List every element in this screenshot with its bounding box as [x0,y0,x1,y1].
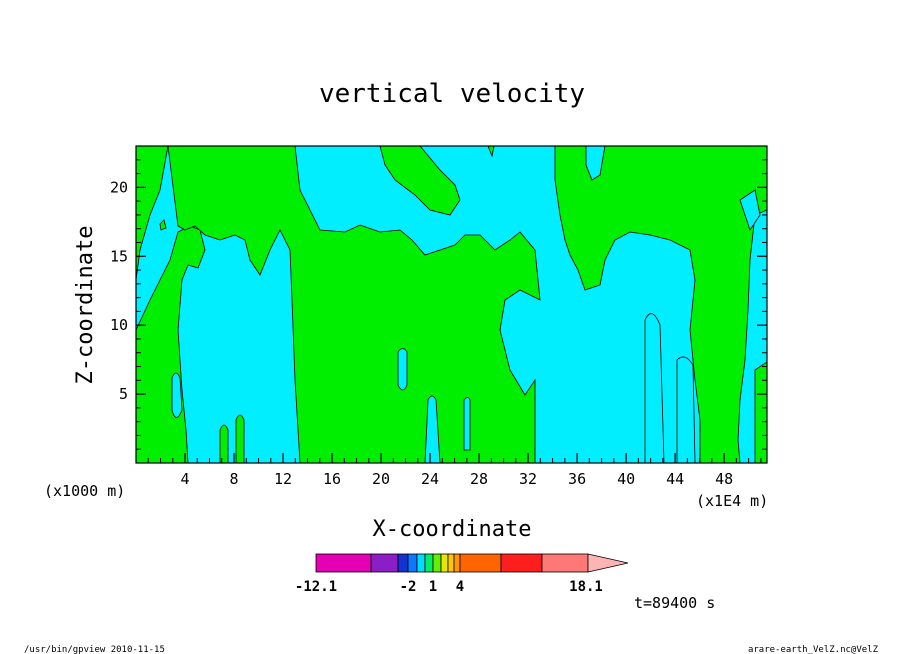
x-tick-label: 28 [470,470,488,488]
colorbar [315,553,629,573]
footer-left: /usr/bin/gpview 2010-11-15 [24,645,165,654]
contour-island-4 [463,397,471,451]
y-tick-label: 10 [110,316,128,334]
x-unit-left: (x1000 m) [44,482,125,500]
contour-island-g1 [219,424,229,464]
contour-island-8 [739,189,761,231]
x-tick-label: 44 [666,470,684,488]
contour-island-5 [644,313,665,464]
contour-island-g2 [235,414,245,464]
colorbar-segment [440,553,449,573]
contour-region-left-main [135,225,206,464]
colorbar-segment [500,553,543,573]
colorbar-segment [370,553,399,573]
y-tick-label: 20 [110,178,128,196]
plot-frame [135,145,768,464]
contour-island-3 [424,395,441,464]
contour-region-far-right [754,361,768,464]
contour-island-6 [676,356,696,464]
chart-title: vertical velocity [319,79,585,109]
colorbar-max-arrow [587,553,629,573]
contour-region-top-mid [379,145,461,216]
colorbar-segment [315,553,372,573]
contour-islands [171,145,761,464]
x-tick-label: 4 [180,470,189,488]
colorbar-segment [541,553,589,573]
x-tick-label: 20 [372,470,390,488]
colorbar-segment [397,553,409,573]
y-tick-label: 15 [110,247,128,265]
y-tick-label: 5 [119,385,128,403]
contour-island-2 [397,348,408,391]
contour-region-upper-left [167,145,541,464]
colorbar-segment [407,553,418,573]
contour-region-right [554,145,768,464]
colorbar-label-min: -12.1 [295,579,337,595]
x-tick-label: 24 [421,470,439,488]
x-tick-label: 8 [230,470,239,488]
x-tick-marks: 4 8 12 16 20 24 28 32 36 40 44 48 [147,453,762,488]
x-tick-label: 16 [323,470,341,488]
contour-islands-green [159,145,495,464]
y-tick-marks: 5 10 15 20 [110,159,767,450]
x-tick-label: 12 [274,470,292,488]
time-label: t=89400 s [634,594,715,612]
colorbar-label-4: 4 [456,579,464,595]
colorbar-segment [447,553,455,573]
x-tick-label: 48 [715,470,733,488]
x-tick-label: 32 [519,470,537,488]
contour-regions [135,145,768,464]
colorbar-segment [416,553,426,573]
colorbar-label-max: 18.1 [569,579,603,595]
colorbar-segment [424,553,434,573]
x-axis-label: X-coordinate [373,517,532,542]
colorbar-segment [459,553,502,573]
footer-right: arare-earth_VelZ.nc@VelZ [748,645,879,654]
contour-island-1 [171,372,183,418]
x-unit-right: (x1E4 m) [696,492,768,510]
colorbar-segment [432,553,442,573]
x-tick-label: 36 [568,470,586,488]
y-axis-label: Z-coordinate [73,226,98,385]
colorbar-segment [453,553,461,573]
x-tick-label: 40 [617,470,635,488]
contour-island-g3 [159,219,167,231]
colorbar-label-n2: -2 [400,579,417,595]
colorbar-labels: -12.1 -2 1 4 18.1 [295,579,603,595]
colorbar-label-1: 1 [429,579,437,595]
